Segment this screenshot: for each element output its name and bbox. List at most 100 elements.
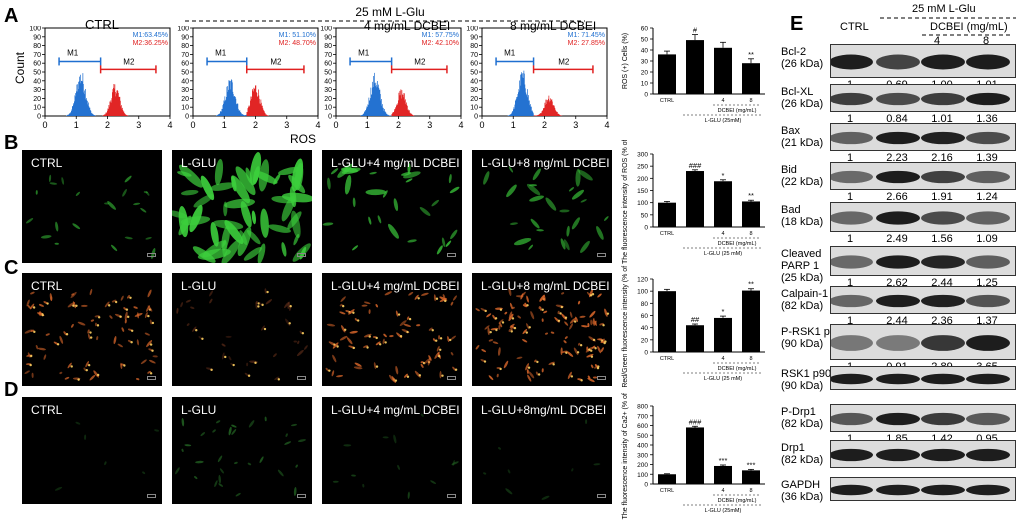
cell xyxy=(136,377,140,381)
cell xyxy=(46,302,49,305)
cell xyxy=(508,311,513,320)
flow-header-line xyxy=(185,20,585,22)
cell xyxy=(96,324,100,327)
cell xyxy=(510,330,513,333)
cell xyxy=(378,343,382,346)
cell xyxy=(43,354,47,360)
cell xyxy=(397,313,401,316)
western-row-label: Bcl-XL (26 kDa) xyxy=(781,86,823,110)
cell xyxy=(511,317,515,320)
cell xyxy=(340,296,346,303)
cell xyxy=(508,313,514,322)
cell xyxy=(437,354,441,358)
significance-label: ** xyxy=(748,280,754,289)
cell xyxy=(85,361,90,368)
y-tick-label: 100 xyxy=(637,472,648,479)
gate-m1-label: M1 xyxy=(504,48,516,57)
blot-band xyxy=(876,131,920,145)
micrograph-label: L-GLU xyxy=(181,403,217,417)
cell xyxy=(399,335,403,338)
cell xyxy=(322,222,334,226)
cell xyxy=(326,323,336,327)
cell xyxy=(419,207,431,216)
cell xyxy=(498,447,501,450)
y-tick-label: 100 xyxy=(320,26,332,33)
cell xyxy=(180,302,184,308)
protein-name: Calpain-1 xyxy=(781,288,829,300)
significance-label: ** xyxy=(748,50,754,59)
cell xyxy=(525,363,530,371)
cell xyxy=(394,379,398,382)
cell xyxy=(261,325,265,331)
cell xyxy=(193,194,214,208)
bar-chart-svg: 0 100 200 300 400 500 600 700 800 The fluorescenc… xyxy=(622,371,765,519)
cell xyxy=(136,339,139,346)
blot-strip xyxy=(830,440,1016,468)
cell xyxy=(341,304,345,308)
molecular-weight: (26 kDa) xyxy=(781,58,824,71)
cell xyxy=(120,295,124,301)
cell xyxy=(24,329,33,334)
cell xyxy=(542,297,545,301)
x-tick-label: 4 xyxy=(167,120,172,130)
y-tick-label: 10 xyxy=(324,105,332,112)
cell xyxy=(127,340,132,343)
cell xyxy=(524,302,527,306)
cell xyxy=(501,321,505,324)
cell xyxy=(151,349,154,352)
blot-bands xyxy=(831,211,1010,225)
scale-bar xyxy=(297,494,306,498)
blot-band xyxy=(831,170,873,184)
y-tick-label: 70 xyxy=(33,52,41,59)
blot-band xyxy=(831,448,873,462)
blot-strip xyxy=(830,404,1016,432)
cell xyxy=(218,474,222,484)
cell xyxy=(449,338,452,342)
blot-band xyxy=(966,255,1010,269)
y-tick-label: 120 xyxy=(637,277,648,284)
cell xyxy=(435,339,438,342)
y-tick-label: 300 xyxy=(637,452,648,459)
quantification-value: 2.23 xyxy=(886,152,908,164)
y-tick-label: 400 xyxy=(637,443,648,450)
micrograph-label: CTRL xyxy=(31,403,63,417)
western-header: 25 mM L-Glu xyxy=(912,3,976,15)
significance-label: *** xyxy=(719,456,728,465)
x-tick-label: 3 xyxy=(573,120,578,130)
cell xyxy=(216,420,221,424)
y-axis-label: The fluorescence intensity of Ca2+ (% of… xyxy=(622,392,629,519)
cell xyxy=(228,426,232,436)
cell xyxy=(375,336,378,340)
cell xyxy=(557,310,560,315)
western-row-label: P-RSK1 p90 (90 kDa) xyxy=(781,326,842,350)
cell xyxy=(234,461,238,465)
y-tick-label: 20 xyxy=(33,96,41,103)
blot-band xyxy=(876,211,920,225)
y-tick-label: 50 xyxy=(641,37,649,44)
y-tick-label: 150 xyxy=(637,188,648,195)
western-row-label: GAPDH (36 kDa) xyxy=(781,479,823,503)
cell xyxy=(39,310,42,317)
cell xyxy=(552,363,555,366)
cell xyxy=(40,235,52,239)
blot-bands xyxy=(831,294,1010,308)
y-tick-label: 10 xyxy=(470,105,478,112)
cell xyxy=(147,305,153,312)
cell xyxy=(483,472,487,475)
gate-m1-percent: M1:63.45% xyxy=(133,32,168,39)
cell xyxy=(594,365,598,369)
cell xyxy=(194,476,198,480)
molecular-weight: (82 kDa) xyxy=(781,300,824,313)
cell xyxy=(96,373,100,377)
cell xyxy=(133,202,141,206)
cell-fluorescence xyxy=(176,288,308,381)
cell xyxy=(30,291,35,295)
western-row-label: Calpain-1 (82 kDa) xyxy=(781,288,828,312)
y-axis-label: The fluorescence intensity of ROS (% of … xyxy=(622,140,629,264)
cell xyxy=(362,483,365,488)
cell xyxy=(450,229,458,240)
cell xyxy=(125,308,129,311)
bar-chart-b: 0 50 100 150 200 250 300 The fluorescence inten… xyxy=(615,117,780,265)
cell xyxy=(255,300,258,304)
western-row-label: Drp1 (82 kDa) xyxy=(781,442,823,466)
